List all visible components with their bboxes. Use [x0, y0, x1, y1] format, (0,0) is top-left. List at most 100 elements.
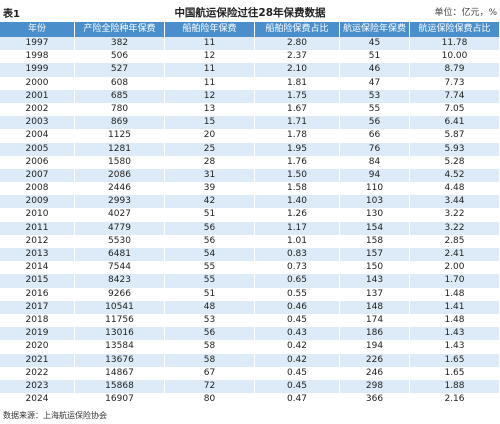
table-cell: 0.65 [255, 274, 340, 288]
table-title: 中国航运保险过往28年保费数据 [174, 7, 326, 19]
table-cell: 1.40 [255, 195, 340, 209]
table-cell: 12 [165, 50, 255, 64]
table-cell: 150 [340, 261, 410, 275]
table-cell: 11 [165, 63, 255, 77]
table-row: 2021 13676 58 0.42 226 1.65 [0, 353, 500, 367]
table-cell: 2022 [0, 366, 75, 380]
table-row: 2002 780 13 1.67 55 7.05 [0, 102, 500, 117]
table-cell: 685 [75, 89, 165, 103]
table-cell: 0.83 [255, 248, 340, 262]
table-cell: 56 [165, 234, 255, 248]
table-cell: 51 [165, 208, 255, 222]
table-cell: 1.17 [255, 221, 340, 235]
table-cell: 2.10 [255, 63, 340, 77]
table-row: 2004 1125 20 1.78 66 5.87 [0, 129, 500, 143]
table-cell: 2002 [0, 102, 75, 117]
table-cell: 4.52 [410, 168, 500, 183]
table-row: 2003 869 15 1.71 56 6.41 [0, 116, 500, 130]
table-cell: 2.37 [255, 50, 340, 64]
table-cell: 2012 [0, 234, 75, 248]
table-cell: 25 [165, 142, 255, 156]
table-cell: 5530 [75, 234, 165, 248]
table-cell: 2018 [0, 313, 75, 328]
table-cell: 226 [340, 353, 410, 367]
table-cell: 9266 [75, 287, 165, 301]
table-cell: 1281 [75, 142, 165, 156]
table-cell: 2004 [0, 129, 75, 143]
table-cell: 51 [165, 287, 255, 301]
table-cell: 1.76 [255, 155, 340, 169]
table-cell: 15 [165, 116, 255, 130]
table-cell: 2011 [0, 221, 75, 235]
table-cell: 0.42 [255, 353, 340, 367]
table-cell: 1.48 [410, 287, 500, 301]
table-cell: 382 [75, 37, 165, 51]
table-cell: 12 [165, 89, 255, 103]
table-cell: 5.87 [410, 129, 500, 143]
table-cell: 2.16 [410, 393, 500, 407]
table-cell: 6481 [75, 248, 165, 262]
table-row: 1999 527 11 2.10 46 8.79 [0, 63, 500, 77]
table-cell: 2015 [0, 274, 75, 288]
table-cell: 143 [340, 274, 410, 288]
table-cell: 0.47 [255, 393, 340, 407]
table-cell: 13584 [75, 340, 165, 354]
table-cell: 66 [340, 129, 410, 143]
table-row: 2001 685 12 1.75 53 7.74 [0, 89, 500, 103]
table-cell: 20 [165, 129, 255, 143]
table-cell: 0.55 [255, 287, 340, 301]
table-row: 2020 13584 58 0.42 194 1.43 [0, 340, 500, 354]
table-cell: 53 [165, 313, 255, 328]
table-cell: 1.01 [255, 234, 340, 248]
table-cell: 1997 [0, 37, 75, 51]
table-cell: 4779 [75, 221, 165, 235]
table-cell: 780 [75, 102, 165, 117]
table-row: 2009 2993 42 1.40 103 3.44 [0, 195, 500, 209]
table-cell: 174 [340, 313, 410, 328]
table-cell: 1580 [75, 155, 165, 169]
table-cell: 1.65 [410, 353, 500, 367]
column-header: 航运保险保费占比 [410, 22, 500, 37]
table-cell: 56 [340, 116, 410, 130]
table-cell: 42 [165, 195, 255, 209]
table-row: 2014 7544 55 0.73 150 2.00 [0, 261, 500, 275]
table-cell: 1.81 [255, 76, 340, 90]
table-cell: 84 [340, 155, 410, 169]
table-cell: 2019 [0, 327, 75, 341]
table-cell: 76 [340, 142, 410, 156]
table-cell: 1999 [0, 63, 75, 77]
table-cell: 2014 [0, 261, 75, 275]
table-cell: 2023 [0, 379, 75, 394]
table-row: 2013 6481 54 0.83 157 2.41 [0, 248, 500, 262]
header: 表1 中国航运保险过往28年保费数据 单位：亿元，% [0, 0, 500, 22]
table-cell: 1.58 [255, 182, 340, 196]
table-row: 2023 15868 72 0.45 298 1.88 [0, 379, 500, 394]
table-cell: 246 [340, 366, 410, 380]
table-row: 2007 2086 31 1.50 94 4.52 [0, 168, 500, 183]
table-cell: 2.41 [410, 248, 500, 262]
table-cell: 0.45 [255, 366, 340, 380]
table-cell: 58 [165, 353, 255, 367]
table-cell: 1.71 [255, 116, 340, 130]
table-cell: 137 [340, 287, 410, 301]
column-header: 船舶险年保费 [165, 22, 255, 37]
table-cell: 1.67 [255, 102, 340, 117]
table-cell: 94 [340, 168, 410, 183]
table-cell: 608 [75, 76, 165, 90]
table-cell: 158 [340, 234, 410, 248]
table-cell: 3.44 [410, 195, 500, 209]
table-cell: 13 [165, 102, 255, 117]
table-cell: 527 [75, 63, 165, 77]
table-cell: 2009 [0, 195, 75, 209]
table-cell: 2086 [75, 168, 165, 183]
header-row: 年份 产险全险种年保费 船舶险年保费 船舶险保费占比 航运保险年保费 航运保险保费占比 [0, 22, 500, 37]
table-cell: 14867 [75, 366, 165, 380]
table-cell: 1.26 [255, 208, 340, 222]
table-cell: 6.41 [410, 116, 500, 130]
table-cell: 2010 [0, 208, 75, 222]
table-cell: 46 [340, 63, 410, 77]
table-cell: 80 [165, 393, 255, 407]
table-cell: 2021 [0, 353, 75, 367]
table-cell: 148 [340, 300, 410, 314]
